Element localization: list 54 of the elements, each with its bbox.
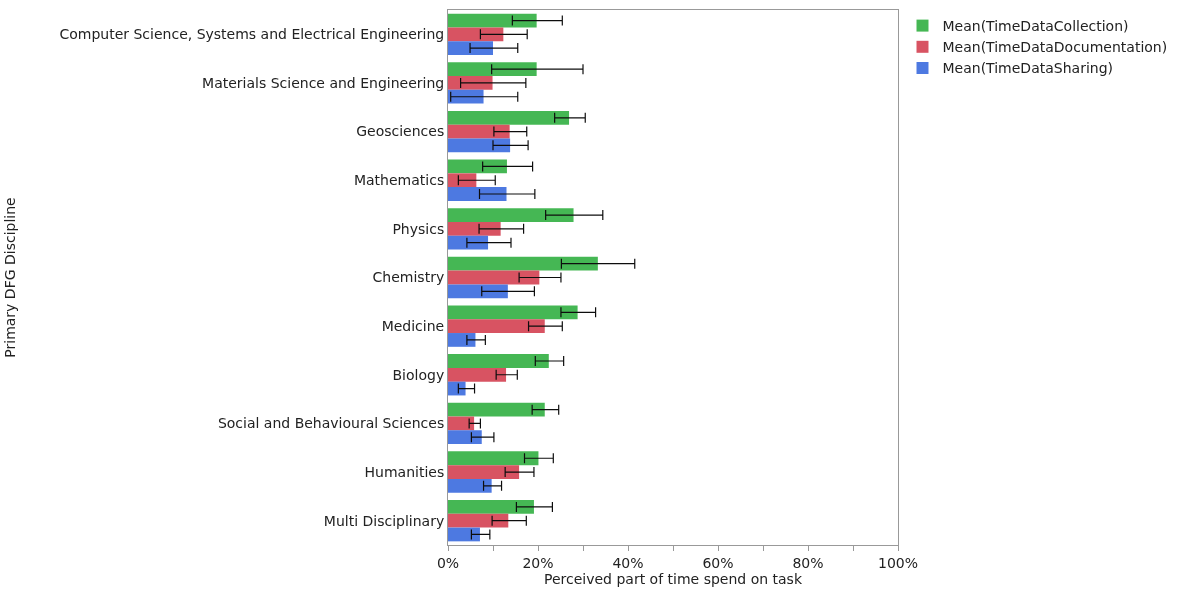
bar	[448, 187, 507, 201]
bar	[448, 159, 507, 174]
y-tick-label: Mathematics	[353, 172, 445, 189]
x-tick-label: 0%	[436, 554, 460, 571]
bar	[448, 430, 482, 445]
bar	[448, 235, 489, 250]
y-tick-label: Biology	[392, 366, 445, 383]
y-tick-label: Geosciences	[356, 123, 445, 140]
bar	[448, 13, 537, 28]
bar	[448, 173, 477, 188]
x-tick-label: 100%	[877, 554, 919, 571]
bar	[448, 500, 534, 514]
y-tick-label: Physics	[392, 220, 445, 237]
bar	[448, 221, 501, 236]
bar	[448, 41, 493, 55]
bar	[448, 527, 480, 542]
y-tick-label: Medicine	[381, 318, 445, 335]
bar	[448, 319, 545, 334]
y-tick-label: Social and Behavioural Sciences	[217, 415, 445, 432]
bar	[448, 451, 539, 466]
y-tick-label: Chemistry	[372, 269, 445, 286]
x-tick-label: 60%	[702, 554, 734, 571]
y-tick-label: Humanities	[364, 463, 445, 480]
bar	[448, 305, 578, 320]
bar	[448, 27, 504, 42]
bar	[448, 381, 466, 396]
bar	[448, 256, 598, 271]
x-tick-label: 20%	[522, 554, 554, 571]
bar	[448, 402, 545, 417]
bar	[448, 124, 510, 139]
y-axis-title: Primary DFG Discipline	[2, 197, 19, 358]
bar	[448, 89, 484, 104]
bar	[448, 465, 520, 479]
bar	[448, 138, 511, 153]
y-tick-label: Computer Science, Systems and Electrical Engineering	[59, 26, 445, 43]
bar	[448, 62, 537, 77]
bar	[448, 208, 574, 222]
legend-label: Mean(TimeDataSharing)	[942, 60, 1114, 77]
x-tick-label: 80%	[792, 554, 824, 571]
bar	[448, 513, 509, 528]
bar	[448, 110, 570, 125]
bar	[448, 333, 476, 347]
bar	[448, 478, 492, 493]
bar	[448, 270, 540, 285]
bar	[448, 284, 508, 299]
bar	[448, 416, 475, 431]
legend-label: Mean(TimeDataDocumentation)	[942, 39, 1168, 56]
y-tick-label: Multi Disciplinary	[323, 512, 445, 529]
x-axis-title: Perceived part of time spend on task	[544, 570, 803, 587]
bar	[448, 367, 507, 382]
legend-label: Mean(TimeDataCollection)	[942, 18, 1129, 35]
y-tick-label: Materials Science and Engineering	[202, 74, 445, 91]
bar	[448, 354, 549, 368]
x-tick-label: 40%	[612, 554, 644, 571]
